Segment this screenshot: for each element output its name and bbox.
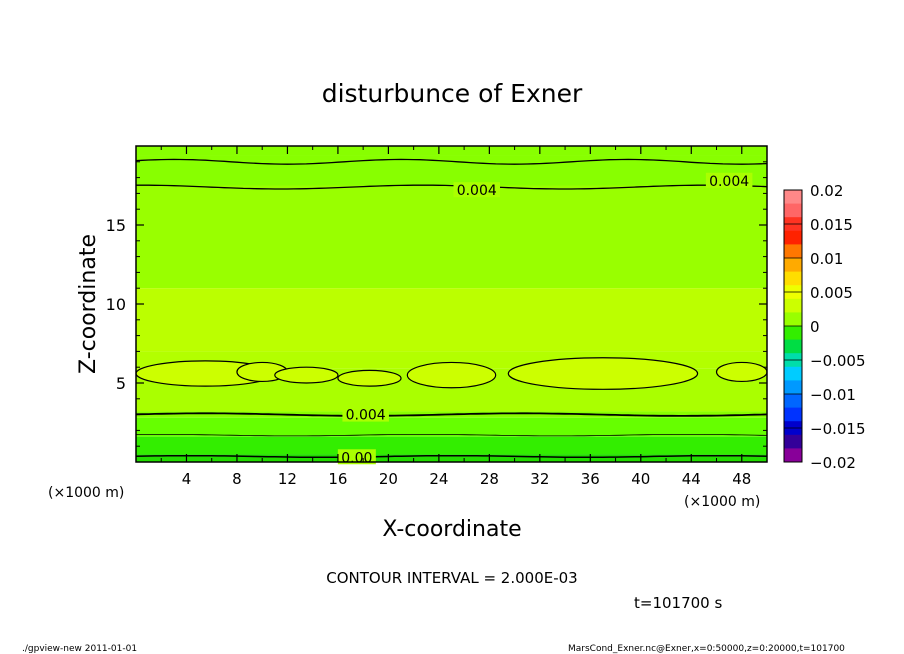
footer-left: ./gpview-new 2011-01-01 <box>22 644 137 654</box>
colorbar-label-2: 0.01 <box>810 250 843 268</box>
y-axis-label: Z-coordinate <box>76 234 101 374</box>
contour-line-layer <box>135 158 768 459</box>
contour-blob-3 <box>337 369 402 387</box>
colorbar-cell-16 <box>784 407 802 422</box>
footer-right: MarsCond_Exner.nc@Exner,x=0:50000,z=0:20… <box>568 644 845 654</box>
contour-line-3 <box>135 434 768 437</box>
x-axis-ticks: 4 8 12 16 20 24 28 32 36 40 44 48 <box>160 146 751 488</box>
colorbar-cell-13 <box>784 366 802 381</box>
colorbar-cell-18 <box>784 434 802 449</box>
colorbar-cell-6 <box>784 271 802 286</box>
y-tick-label-1: 10 <box>106 295 126 314</box>
contour-line-4 <box>135 454 768 459</box>
contour-label-1: 0.004 <box>709 174 749 190</box>
fill-band-2 <box>136 185 767 289</box>
colorbar-label-0: 0.02 <box>810 182 843 200</box>
x-tick-label-8: 36 <box>581 470 600 488</box>
colorbar-label-6: −0.01 <box>810 386 856 404</box>
colorbar-cell-8 <box>784 298 802 313</box>
fill-band-0 <box>136 146 767 156</box>
contour-label-bg-1 <box>705 172 753 188</box>
x-tick-label-9: 40 <box>631 470 650 488</box>
fill-band-1 <box>136 155 767 186</box>
fill-band-7 <box>136 417 767 437</box>
y-tick-label-2: 15 <box>106 216 126 235</box>
x-unit-right: (×1000 m) <box>684 494 760 510</box>
x-tick-label-5: 24 <box>429 470 448 488</box>
contour-line-0 <box>135 158 768 165</box>
fill-band-9 <box>136 454 767 462</box>
x-tick-label-10: 44 <box>682 470 701 488</box>
x-tick-label-7: 32 <box>530 470 549 488</box>
colorbar-cell-4 <box>784 244 802 259</box>
x-tick-label-11: 48 <box>732 470 751 488</box>
x-tick-label-2: 12 <box>278 470 297 488</box>
colorbar-cell-5 <box>784 258 802 273</box>
y-axis-ticks: 5 10 15 <box>106 161 767 447</box>
contour-line-1 <box>136 184 768 190</box>
x-tick-label-1: 8 <box>232 470 242 488</box>
colorbar-cell-19 <box>784 448 802 463</box>
colorbar-label-4: 0 <box>810 318 820 336</box>
x-axis-label: X-coordinate <box>382 517 521 542</box>
contour-label-bg-2 <box>342 406 389 422</box>
x-tick-label-6: 28 <box>480 470 499 488</box>
x-tick-label-3: 16 <box>328 470 347 488</box>
contour-label-2: 0.004 <box>346 408 386 424</box>
colorbar-cell-9 <box>784 312 802 327</box>
contour-label-layer: 0.004 0.004 0.004 0.00 <box>337 172 753 466</box>
colorbar-cell-15 <box>784 394 802 409</box>
colorbar-label-1: 0.015 <box>810 216 853 234</box>
x-tick-label-0: 4 <box>182 470 192 488</box>
contour-blob-layer <box>135 357 768 390</box>
contour-line-2 <box>135 412 768 417</box>
x-unit-left: (×1000 m) <box>48 485 124 501</box>
colorbar-cell-1 <box>784 203 802 218</box>
colorbar-cell-11 <box>784 339 802 354</box>
colorbar-cell-0 <box>784 190 802 205</box>
colorbar-label-3: 0.005 <box>810 284 853 302</box>
x-tick-label-4: 20 <box>379 470 398 488</box>
contour-label-bg-3 <box>337 449 376 465</box>
colorbar-label-5: −0.005 <box>810 352 866 370</box>
time-text: t=101700 s <box>634 594 722 612</box>
fill-band-3 <box>136 288 767 352</box>
chart-title: disturbunce of Exner <box>322 79 583 108</box>
fill-band-8 <box>136 436 767 455</box>
contour-label-bg-0 <box>453 182 500 198</box>
colorbar-label-7: −0.015 <box>810 420 866 438</box>
colorbar: 0.02 0.015 0.01 0.005 0 −0.005 −0.01 −0.015 −0.0… <box>783 182 866 472</box>
colorbar-cell-3 <box>784 230 802 245</box>
contour-blob-5 <box>507 357 699 390</box>
contour-label-3: 0.00 <box>341 450 372 466</box>
contour-blob-4 <box>406 361 497 389</box>
colorbar-label-8: −0.02 <box>810 454 856 472</box>
contour-blob-6 <box>715 361 768 383</box>
colorbar-cell-14 <box>784 380 802 395</box>
contour-blob-2 <box>274 366 339 384</box>
colorbar-cell-10 <box>784 326 802 341</box>
y-tick-label-0: 5 <box>116 374 126 393</box>
contour-label-0: 0.004 <box>457 183 497 199</box>
contour-interval-text: CONTOUR INTERVAL = 2.000E-03 <box>326 569 577 587</box>
